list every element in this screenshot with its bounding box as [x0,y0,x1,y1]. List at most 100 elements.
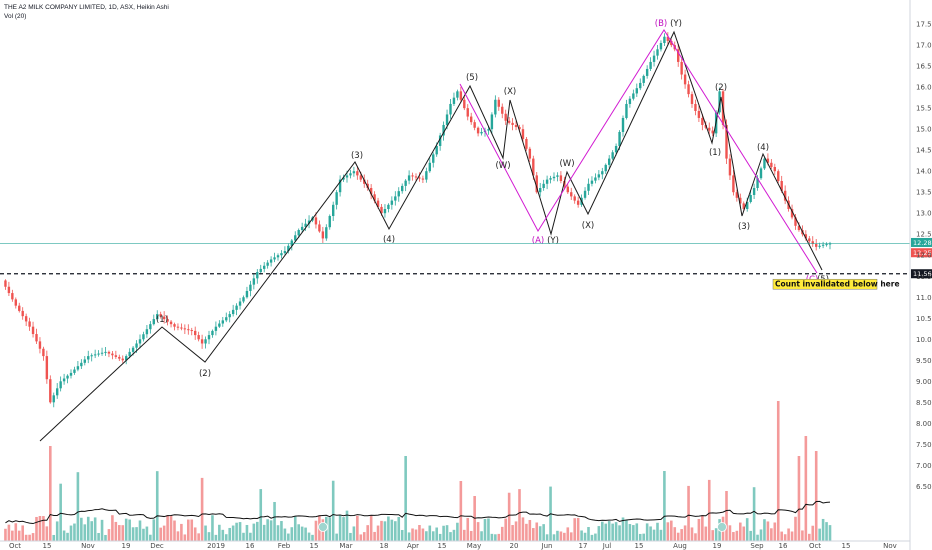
y-tick-label: 12.50 [916,231,932,239]
volume-bar [121,525,125,541]
volume-bar [104,534,107,541]
volume-bar [500,526,504,541]
y-tick-label: 8.00 [916,420,932,428]
volume-bar [828,525,832,541]
volume-bar [390,519,394,541]
abc-wave-label: (A) [532,236,544,246]
volume-bar [76,472,80,541]
candle-body [694,103,697,111]
volume-bar [307,532,311,541]
volume-bar [256,521,259,541]
candle-body [687,84,690,95]
elliott-wave-layer: (1) (2) (3) (4) (5) (X) (W) (Y) (W) (X) (Y) (1) (2) (… [39,19,829,442]
volume-bar [35,516,38,541]
candle-body [501,106,504,114]
volume-bar [190,519,194,541]
candle-body [318,224,321,232]
candle-body [180,327,183,329]
candle-body [683,74,687,85]
candle-body [690,94,694,104]
volume-bar [480,531,483,541]
candle-body [425,171,428,180]
volume-bar [224,534,228,541]
y-tick-label: 6.50 [916,483,932,491]
volume-bar [131,527,135,541]
volume-bar [331,480,335,541]
volume-bar [763,519,766,541]
volume-bar [421,528,425,541]
candle-body [476,127,480,134]
volume-bar [352,526,356,541]
x-tick-label: Aug [673,542,687,550]
candle-body [497,99,500,107]
volume-bar [273,501,276,541]
candle-body [104,351,107,353]
candle-body [539,188,542,193]
volume-bar [55,521,59,541]
volume-bar [559,531,563,541]
price-badge [911,237,932,247]
candle-body [642,75,645,83]
candle-body [152,319,155,325]
candle-body [808,238,811,242]
candle-body [438,135,442,146]
volume-bar [118,525,121,541]
candle-body [818,245,821,247]
volume-bar [490,533,494,541]
volume-bar [290,527,294,541]
candle-body [363,179,366,184]
volume-bar [711,530,714,541]
candle-body [525,138,528,149]
volume-bar [328,517,332,541]
volume-bar [387,516,390,541]
candle-body [4,280,7,287]
candle-body [794,217,797,226]
wave-label: (1) [156,315,168,325]
wave-label: (5) [466,73,478,83]
volume-bar [45,526,49,541]
volume-bar [811,525,815,541]
candle-body [259,268,262,273]
wave-label: (Y) [670,19,682,29]
candle-body [790,209,794,218]
volume-bar [535,522,539,541]
volume-bar [242,532,245,541]
y-tick-label: 10.00 [916,336,932,344]
candle-body [601,171,604,175]
volume-bar [349,532,352,541]
volume-bar [466,518,470,541]
candle-body [176,326,180,328]
y-tick-label: 17.00 [916,42,932,50]
volume-bar [345,510,349,541]
y-tick-label: 13.50 [916,189,932,197]
x-tick-label: 2019 [207,542,225,550]
volume-bar [697,518,701,541]
volume-bar [28,534,31,541]
volume-bar [507,492,511,541]
candle-body [556,175,559,177]
volume-bar [659,529,663,541]
volume-bar [297,524,300,541]
x-tick-label: Jul [602,542,612,550]
candle-body [66,375,69,379]
candle-body [359,175,362,180]
x-tick-label: 15 [438,542,447,550]
volume-bar [532,528,535,541]
volume-bar [635,523,639,541]
wave-label: (Y) [547,236,559,246]
candle-body [131,347,135,352]
elliott-wave-line [39,30,823,442]
volume-bar [766,521,770,541]
volume-bar [100,519,104,541]
candle-body [773,166,776,172]
volume-ma-line [5,500,831,525]
candle-body [18,305,21,311]
candle-body [197,335,200,340]
volume-bar [193,527,197,541]
volume-bar [411,528,414,541]
candle-body [397,191,400,197]
volume-bar [597,526,601,541]
candle-body [90,355,93,357]
x-tick-label: 16 [779,542,788,550]
